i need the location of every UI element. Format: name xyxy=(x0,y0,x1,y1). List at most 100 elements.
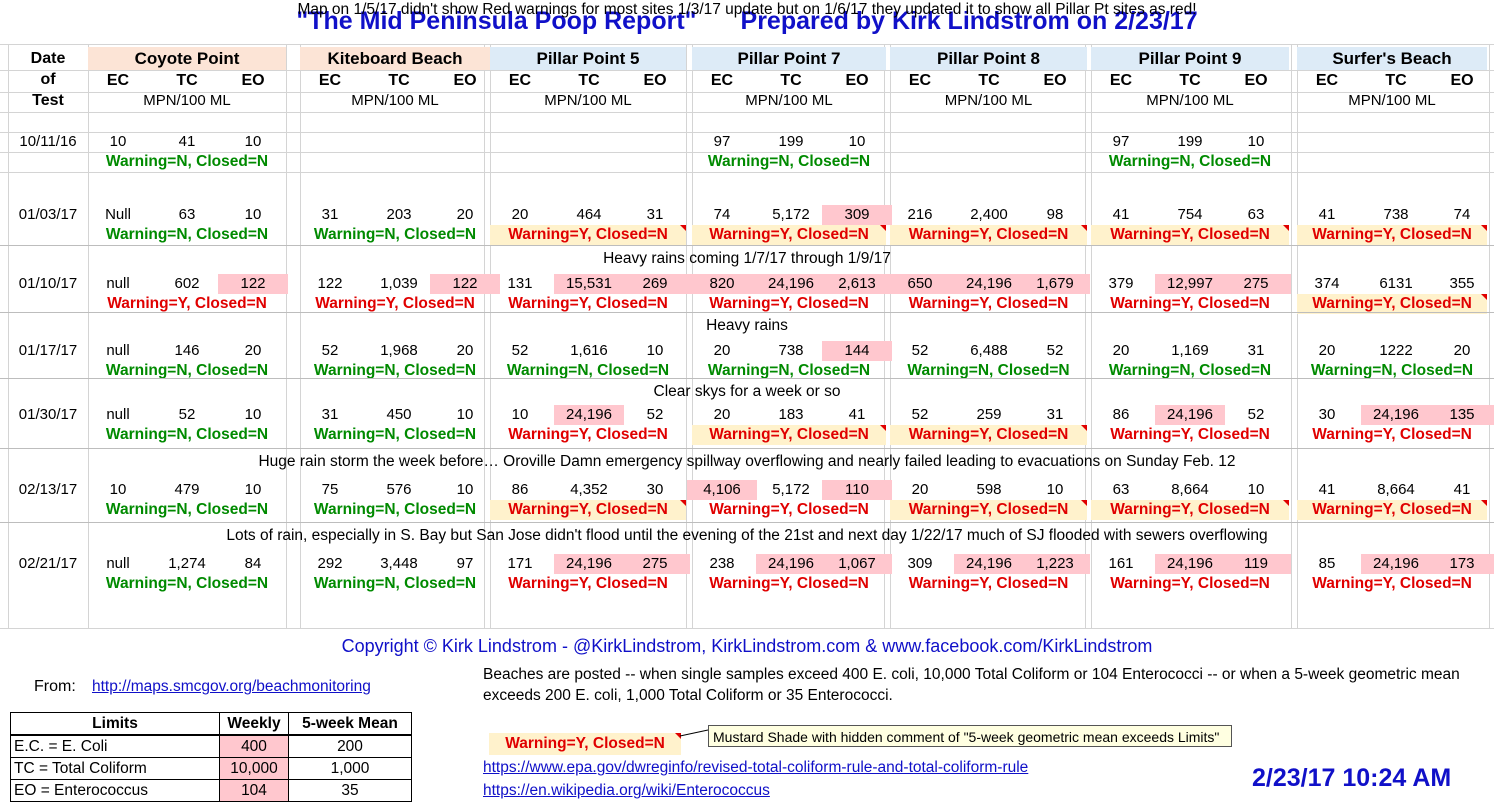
site-header: Pillar Point 7 xyxy=(737,49,841,68)
gridline xyxy=(0,112,1494,113)
gridline xyxy=(484,44,485,628)
from-label: From: xyxy=(34,678,76,695)
value-cell: 75 xyxy=(321,481,339,498)
value-cell: 52 xyxy=(511,342,529,359)
warning-status: Warning=Y, Closed=N xyxy=(508,226,668,243)
value-cell: 52 xyxy=(911,406,929,423)
value-cell: 820 xyxy=(709,275,735,292)
exceeds-limit-fill xyxy=(218,274,288,294)
exceeds-limit-fill xyxy=(1020,554,1090,574)
value-cell: 10 xyxy=(244,206,262,223)
test-date: 02/21/17 xyxy=(18,555,78,572)
units-label: MPN/100 ML xyxy=(143,92,231,109)
exceeds-limit-fill xyxy=(885,274,955,294)
sub-col-header: EC xyxy=(508,72,532,89)
warning-status: Warning=Y, Closed=N xyxy=(1110,426,1270,443)
value-cell: 292 xyxy=(317,555,343,572)
limits-header: Limits xyxy=(10,712,220,736)
comment-indicator-icon xyxy=(1283,500,1289,506)
value-cell: 52 xyxy=(321,342,339,359)
value-cell: 20 xyxy=(511,206,529,223)
value-cell: 479 xyxy=(174,481,200,498)
value-cell: 86 xyxy=(1112,406,1130,423)
value-cell: 2,613 xyxy=(838,275,876,292)
value-cell: 269 xyxy=(642,275,668,292)
sub-col-header: TC xyxy=(578,72,600,89)
warning-status: Warning=Y, Closed=N xyxy=(908,575,1069,592)
site-header-fill xyxy=(1091,47,1289,70)
value-cell: 20 xyxy=(713,406,731,423)
units-label: MPN/100 ML xyxy=(745,92,833,109)
epa-link[interactable]: https://www.epa.gov/dwreginfo/revised-to… xyxy=(483,759,1029,776)
date-header: Test xyxy=(32,92,64,109)
comment-indicator-icon xyxy=(680,500,686,506)
comment-indicator-icon xyxy=(1481,500,1487,506)
five-week-mean-fill xyxy=(890,225,1087,245)
sub-col-header: EO xyxy=(1244,72,1268,89)
wikipedia-link[interactable]: https://en.wikipedia.org/wiki/Enterococc… xyxy=(483,782,770,799)
row-separator xyxy=(0,312,1494,313)
five-week-mean-fill xyxy=(1091,225,1289,245)
gridline xyxy=(890,44,891,628)
exceeds-limit-fill xyxy=(687,480,757,500)
comment-indicator-icon xyxy=(1081,425,1087,431)
exceeds-limit-fill xyxy=(954,274,1024,294)
value-cell: 598 xyxy=(976,481,1002,498)
site-header-fill xyxy=(692,47,886,70)
value-cell: 24,196 xyxy=(1373,406,1419,423)
exceeds-limit-fill xyxy=(1155,405,1225,425)
value-cell: 24,196 xyxy=(966,275,1012,292)
gridline xyxy=(692,44,693,628)
five-week-mean-fill xyxy=(890,500,1087,520)
value-cell: 1,679 xyxy=(1036,275,1074,292)
sub-col-header: EO xyxy=(453,72,477,89)
warning-status: Warning=Y, Closed=N xyxy=(1312,575,1472,592)
sub-col-header: EO xyxy=(1450,72,1474,89)
beach-monitoring-link[interactable]: http://maps.smcgov.org/beachmonitoring xyxy=(92,678,371,695)
value-cell: 24,196 xyxy=(768,555,814,572)
sub-col-header: EO xyxy=(643,72,667,89)
limit-name: EO = Enterococcus xyxy=(10,779,220,802)
value-cell: 10 xyxy=(1046,481,1064,498)
value-cell: 20 xyxy=(911,481,929,498)
comment-indicator-icon xyxy=(675,733,681,739)
warning-status: Warning=Y, Closed=N xyxy=(908,426,1069,443)
value-cell: 738 xyxy=(1383,206,1409,223)
sub-col-header: EC xyxy=(908,72,932,89)
site-header-fill xyxy=(490,47,686,70)
value-cell: 259 xyxy=(976,406,1002,423)
warning-status: Warning=Y, Closed=N xyxy=(1110,501,1270,518)
test-date: 10/11/16 xyxy=(19,133,77,150)
value-cell: 31 xyxy=(1046,406,1064,423)
value-cell: 650 xyxy=(907,275,933,292)
value-cell: 31 xyxy=(646,206,664,223)
warning-status: Warning=Y, Closed=N xyxy=(1312,426,1472,443)
report-title-author: Prepared by Kirk Lindstrom on 2/23/17 xyxy=(740,7,1198,35)
value-cell: 84 xyxy=(244,555,262,572)
warning-status: Warning=Y, Closed=N xyxy=(1110,295,1270,312)
warning-status: Warning=Y, Closed=N xyxy=(709,295,869,312)
value-cell: 146 xyxy=(174,342,200,359)
value-cell: 24,196 xyxy=(1373,555,1419,572)
warning-status: Warning=Y, Closed=N xyxy=(315,295,475,312)
exceeds-limit-fill xyxy=(1221,554,1291,574)
gridline xyxy=(884,44,885,628)
warning-status: Warning=N, Closed=N xyxy=(1310,362,1474,379)
exceeds-limit-fill xyxy=(1361,405,1431,425)
value-cell: 379 xyxy=(1108,275,1134,292)
value-cell: 1,616 xyxy=(570,342,608,359)
warning-status: Warning=N, Closed=N xyxy=(105,426,269,443)
exceeds-limit-fill xyxy=(1020,274,1090,294)
value-cell: 10 xyxy=(646,342,664,359)
comment-indicator-icon xyxy=(1481,225,1487,231)
limit-name: E.C. = E. Coli xyxy=(10,734,220,758)
value-cell: 12,997 xyxy=(1167,275,1213,292)
value-cell: 20 xyxy=(713,342,731,359)
value-cell: 20 xyxy=(1453,342,1471,359)
value-cell: 31 xyxy=(321,206,339,223)
sub-col-header: TC xyxy=(978,72,1000,89)
date-header: of xyxy=(40,71,56,88)
mean-limit: 1,000 xyxy=(288,757,412,780)
value-cell: 74 xyxy=(713,206,731,223)
value-cell: 6,488 xyxy=(970,342,1008,359)
